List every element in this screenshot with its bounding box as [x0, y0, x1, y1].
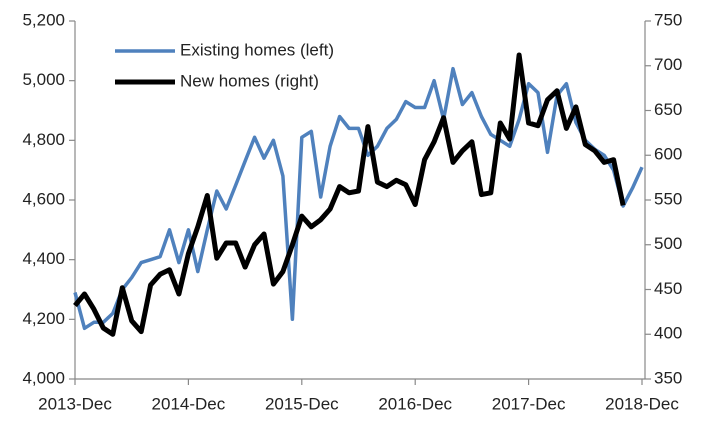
y-tick-label: 4,800 — [22, 130, 65, 149]
y2-tick-label: 450 — [654, 279, 682, 298]
y2-tick-label: 600 — [654, 145, 682, 164]
y-tick-label: 4,400 — [22, 249, 65, 268]
legend-label: New homes (right) — [180, 71, 319, 90]
y2-tick-label: 700 — [654, 55, 682, 74]
x-tick-label: 2016-Dec — [378, 394, 452, 413]
x-tick-label: 2014-Dec — [152, 394, 226, 413]
y-tick-label: 5,000 — [22, 70, 65, 89]
y-tick-label: 5,200 — [22, 10, 65, 29]
y-tick-label: 4,600 — [22, 189, 65, 208]
y2-tick-label: 500 — [654, 234, 682, 253]
x-tick-label: 2018-Dec — [605, 394, 679, 413]
y2-tick-label: 400 — [654, 324, 682, 343]
y2-tick-label: 750 — [654, 10, 682, 29]
x-tick-label: 2015-Dec — [265, 394, 339, 413]
x-tick-label: 2013-Dec — [38, 394, 112, 413]
y2-tick-label: 550 — [654, 189, 682, 208]
series-line — [73, 52, 626, 337]
y2-tick-label: 650 — [654, 100, 682, 119]
series-line — [73, 66, 644, 331]
y-tick-label: 4,200 — [22, 309, 65, 328]
y-tick-label: 4,000 — [22, 368, 65, 387]
x-tick-label: 2017-Dec — [492, 394, 566, 413]
y2-tick-label: 350 — [654, 368, 682, 387]
legend-label: Existing homes (left) — [180, 40, 334, 59]
